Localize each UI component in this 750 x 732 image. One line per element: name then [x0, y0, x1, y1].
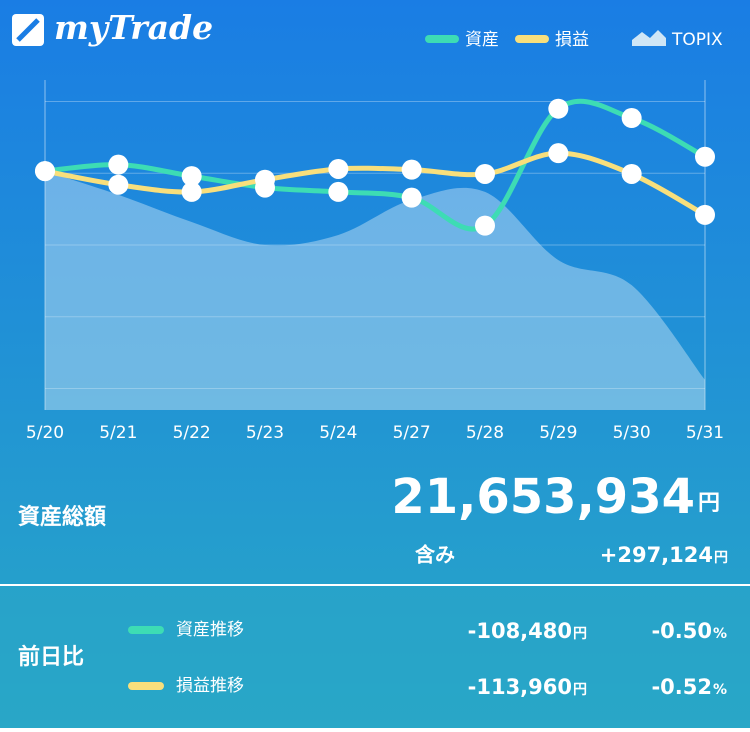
change-label: 前日比: [18, 644, 84, 670]
total-label: 資産総額: [18, 504, 106, 530]
row-amount: -113,960: [468, 675, 572, 699]
topix-area: [45, 171, 705, 410]
data-point: [255, 169, 275, 190]
data-point: [328, 181, 349, 202]
data-point: [181, 166, 202, 187]
legend-icon: [632, 30, 666, 46]
legend-label: 損益: [555, 30, 589, 50]
x-tick-label: 5/29: [539, 423, 577, 443]
logo-icon: [12, 14, 44, 46]
data-point: [621, 163, 642, 184]
data-point: [108, 154, 129, 175]
legend-label: 資産: [465, 30, 499, 50]
x-tick-label: 5/20: [26, 423, 64, 443]
data-point: [401, 187, 422, 208]
row-label: 損益推移: [176, 676, 244, 696]
row-percent: -0.52: [651, 675, 712, 699]
x-tick-label: 5/22: [173, 423, 211, 443]
data-point: [108, 174, 129, 195]
row-percent-unit: %: [713, 626, 727, 642]
data-point: [475, 163, 495, 184]
unrealized-unit: 円: [714, 550, 728, 566]
row-label: 資産推移: [176, 620, 244, 640]
total-value: 21,653,934: [391, 469, 695, 525]
row-percent-unit: %: [713, 682, 727, 698]
x-tick-label: 5/28: [466, 423, 504, 443]
data-point: [35, 161, 55, 182]
x-tick-label: 5/27: [393, 423, 431, 443]
data-point: [621, 108, 642, 129]
unrealized-value: +297,124: [600, 543, 713, 567]
x-tick-label: 5/30: [613, 423, 651, 443]
data-point: [328, 158, 349, 179]
row-unit: 円: [573, 626, 587, 642]
series-line: [44, 150, 707, 218]
data-point: [695, 204, 715, 225]
total-unit: 円: [698, 491, 720, 516]
x-tick-label: 5/21: [99, 423, 137, 443]
data-point: [695, 146, 715, 167]
data-point: [548, 143, 569, 164]
row-percent: -0.50: [651, 619, 712, 643]
unrealized-label: 含み: [415, 543, 455, 567]
data-point: [548, 98, 569, 119]
legend-label: TOPIX: [671, 30, 723, 50]
data-point: [401, 159, 422, 180]
data-point: [475, 215, 495, 236]
row-amount: -108,480: [468, 619, 572, 643]
x-tick-label: 5/23: [246, 423, 284, 443]
logo: myTrade: [54, 8, 213, 47]
x-tick-label: 5/24: [319, 423, 357, 443]
x-tick-label: 5/31: [686, 423, 724, 443]
data-point: [181, 181, 202, 202]
row-unit: 円: [573, 682, 587, 698]
change-panel: [0, 585, 750, 728]
